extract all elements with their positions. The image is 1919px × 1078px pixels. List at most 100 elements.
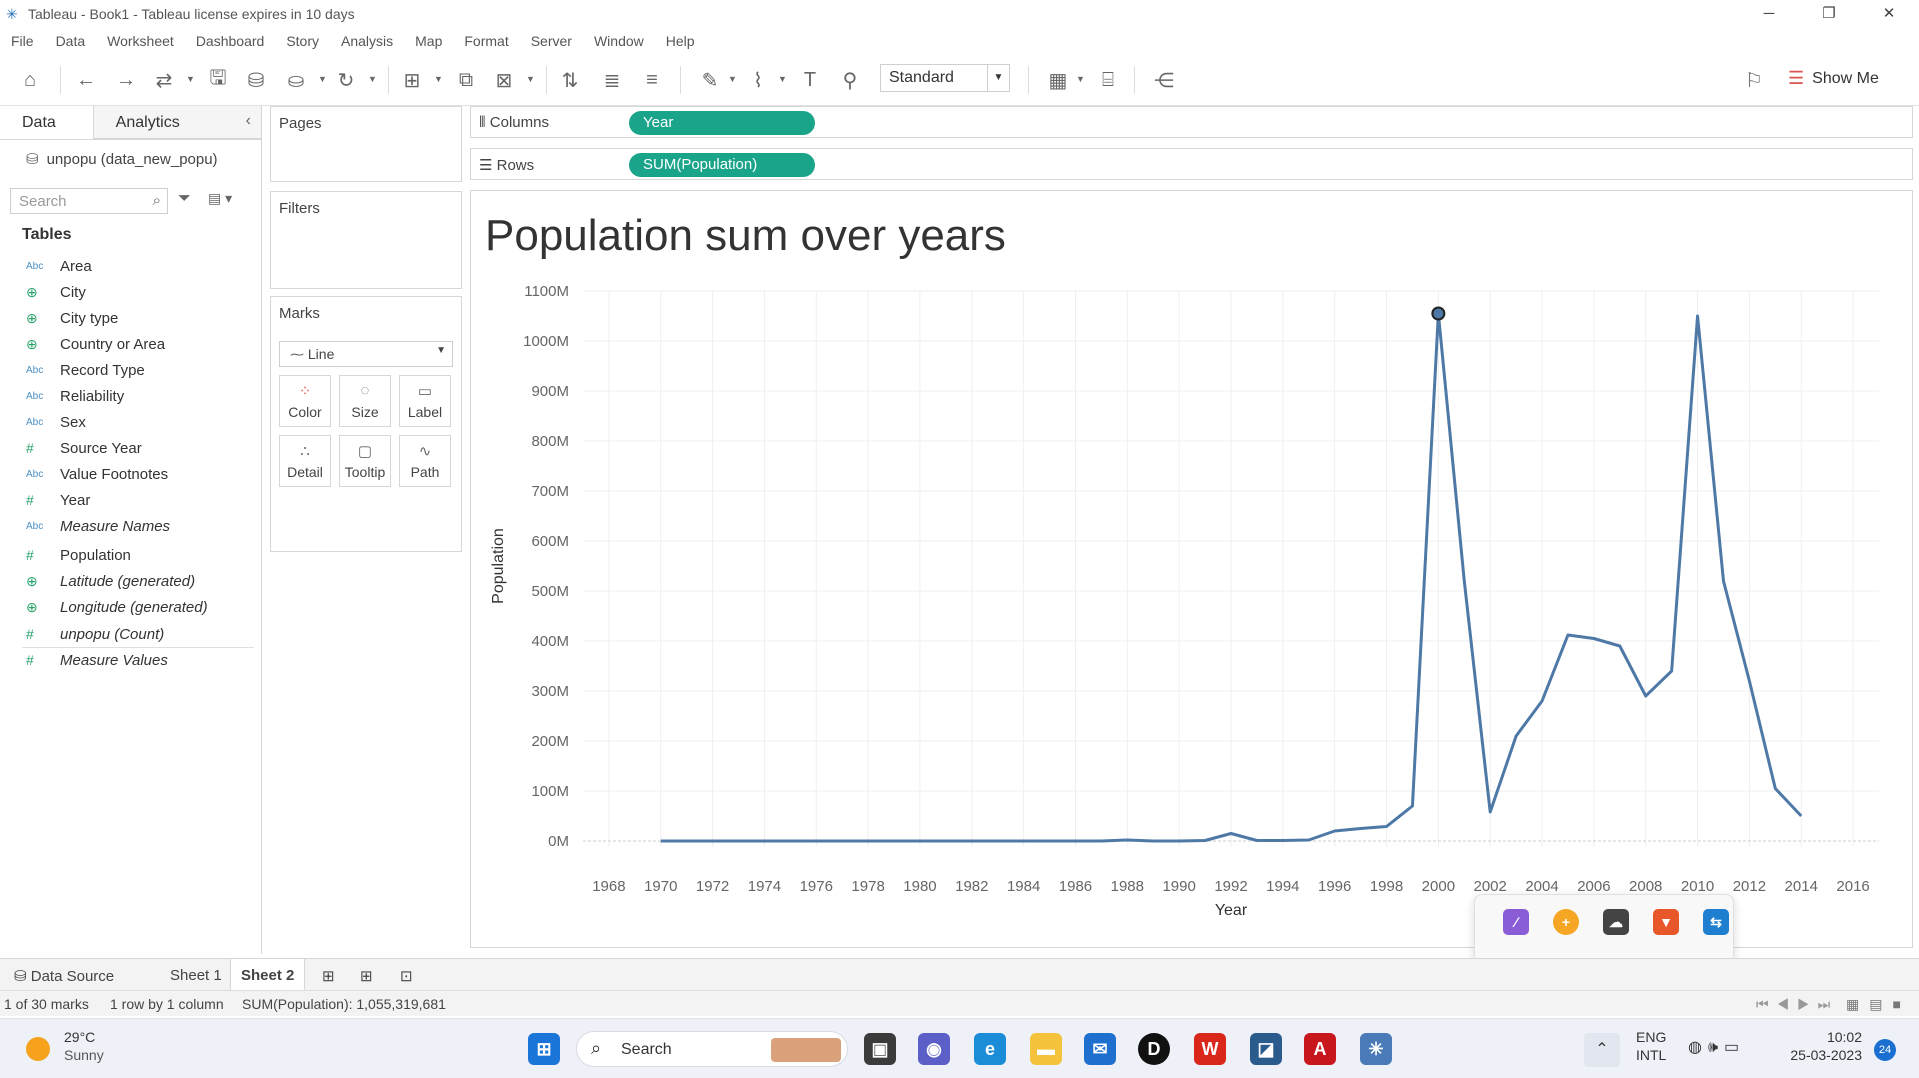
dell-icon[interactable]: D [1138,1033,1170,1065]
menu-file[interactable]: File [11,33,34,49]
antivirus-icon[interactable]: ▼ [1653,909,1679,935]
filters-card[interactable]: Filters [270,191,462,289]
collapse-pane-icon[interactable]: ‹ [245,112,251,129]
taskbar-search[interactable]: ⌕ Search [576,1031,848,1067]
replace-data-source-icon[interactable]: ⇄ [155,69,173,92]
size-button[interactable]: ◌ Size [339,375,391,427]
field-city-type[interactable]: ⊕ City type [26,309,119,327]
field-source-year[interactable]: # Source Year [26,439,142,457]
close-button[interactable]: ✕ [1882,5,1896,22]
field-record-type[interactable]: Abc Record Type [26,361,145,379]
field-measure-values[interactable]: # Measure Values [26,651,168,669]
swap-rows-columns-icon[interactable]: ⇅ [561,69,579,92]
restore-button[interactable]: ❐ [1822,5,1836,22]
show-me-button[interactable]: ☰ Show Me [1788,68,1879,89]
columns-shelf[interactable]: ⦀ Columns Year [470,106,1913,138]
pages-card[interactable]: Pages [270,106,462,182]
view-options-icon[interactable]: ▤ ▾ [208,190,233,206]
tab-sheet-2[interactable]: Sheet 2 [230,959,306,991]
search-input[interactable]: Search ⌕ [10,188,168,214]
fit-select[interactable]: Standard ▼ [880,64,1010,92]
minimize-button[interactable]: ─ [1763,5,1775,22]
sort-descending-icon[interactable]: ≡ [646,68,658,91]
line-chart[interactable]: 1968 1970 1972 1974 1976 1978 1980 1982 1984 1986… [471,191,1912,947]
language-eng[interactable]: ENG [1636,1029,1667,1045]
field-value-footnotes[interactable]: Abc Value Footnotes [26,465,169,483]
teams-chat-icon[interactable]: ◉ [918,1033,950,1065]
new-data-source-icon[interactable]: ⛁ [247,69,265,92]
sheet-nav-icons[interactable]: ⏮◀▶⏭ [1756,996,1839,1012]
menu-data[interactable]: Data [55,33,86,49]
duplicate-sheet-icon[interactable]: ⧉ [458,68,474,91]
detail-button[interactable]: ∴ Detail [279,435,331,487]
chevron-up-icon[interactable]: ⌃ [1584,1033,1620,1067]
field-country-or-area[interactable]: ⊕ Country or Area [26,335,166,353]
weather-temp[interactable]: 29°C [64,1029,96,1045]
undo-icon[interactable]: ← [76,68,96,91]
cloud-offline-icon[interactable]: ☁ [1603,909,1629,935]
menu-help[interactable]: Help [665,33,695,49]
sync-app-icon[interactable]: ⇆ [1703,909,1729,935]
new-worksheet-icon[interactable]: ⊞ [322,968,335,985]
pen-app-icon[interactable]: ∕ [1503,909,1529,935]
presentation-mode-icon[interactable]: ⌸ [1102,68,1114,91]
language-intl[interactable]: INTL [1636,1047,1667,1063]
menu-format[interactable]: Format [464,33,509,49]
field-area[interactable]: Abc Area [26,257,92,275]
task-view-icon[interactable]: ▣ [864,1033,896,1065]
new-worksheet-icon[interactable]: ⊞ [403,69,421,92]
datasource-item[interactable]: ⛁ unpopu (data_new_popu) [26,150,218,169]
clear-sheet-icon[interactable]: ⊠ [495,69,513,92]
tableau-taskbar-icon[interactable]: ✳ [1360,1033,1392,1065]
field-longitude[interactable]: ⊕ Longitude (generated) [26,598,208,616]
new-story-icon[interactable]: ⊡ [400,968,413,985]
show-cards-icon[interactable]: ▦ [1048,69,1068,92]
filter-icon[interactable]: ⏷ [178,190,191,207]
label-button[interactable]: ▭ Label [399,375,451,427]
field-year[interactable]: # Year [26,491,91,509]
tab-analytics[interactable]: Analytics ‹ [93,106,261,139]
menu-story[interactable]: Story [286,33,319,49]
rows-shelf[interactable]: ☰ Rows SUM(Population) [470,148,1913,180]
menu-map[interactable]: Map [415,33,443,49]
refresh-icon[interactable]: ↻ [337,69,355,92]
windows-start-icon[interactable]: ⊞ [528,1033,560,1065]
population-pill[interactable]: SUM(Population) [629,153,815,177]
field-population[interactable]: # Population [26,546,131,564]
edge-browser-icon[interactable]: e [974,1033,1006,1065]
field-city[interactable]: ⊕ City [26,283,86,301]
menu-server[interactable]: Server [530,33,572,49]
menu-worksheet[interactable]: Worksheet [107,33,174,49]
field-count[interactable]: # unpopu (Count) [26,625,165,643]
tab-data-source[interactable]: ⛁ Data Source [14,968,115,985]
viz-area[interactable]: Population sum over years 1968 1970 1972 19… [470,190,1913,948]
mail-icon[interactable]: ✉ [1084,1033,1116,1065]
show-mark-labels-icon[interactable]: T [803,68,817,91]
field-measure-names[interactable]: Abc Measure Names [26,517,171,535]
view-toggle-icons[interactable]: ▦▤■ [1846,996,1911,1012]
share-icon[interactable]: ⋲ [1154,69,1174,92]
weather-condition[interactable]: Sunny [64,1047,104,1063]
highlight-icon[interactable]: ✎ [701,69,719,92]
sort-ascending-icon[interactable]: ≣ [603,69,621,92]
field-sex[interactable]: Abc Sex [26,413,86,431]
field-reliability[interactable]: Abc Reliability [26,387,125,405]
home-icon[interactable]: ⌂ [23,68,37,91]
network-volume-battery-icons[interactable]: ◍🕪▭ [1688,1039,1746,1056]
update-app-icon[interactable]: + [1553,909,1579,935]
menu-dashboard[interactable]: Dashboard [195,33,265,49]
file-explorer-icon[interactable]: ▬ [1030,1033,1062,1065]
group-members-icon[interactable]: ⌇ [753,69,763,92]
color-button[interactable]: ⁘ Color [279,375,331,427]
wps-office-icon[interactable]: W [1194,1033,1226,1065]
notification-badge[interactable]: 24 [1874,1039,1896,1061]
format-painter-icon[interactable]: ⚐ [1745,69,1763,92]
redo-icon[interactable]: → [116,68,136,91]
tab-sheet-1[interactable]: Sheet 1 [170,967,222,984]
clock-time[interactable]: 10:02 [1826,1029,1862,1045]
save-icon[interactable]: 🖫 [209,67,227,89]
field-latitude[interactable]: ⊕ Latitude (generated) [26,572,196,590]
acrobat-icon[interactable]: A [1304,1033,1336,1065]
tab-data[interactable]: Data [0,106,94,139]
app-blue-icon[interactable]: ◪ [1250,1033,1282,1065]
